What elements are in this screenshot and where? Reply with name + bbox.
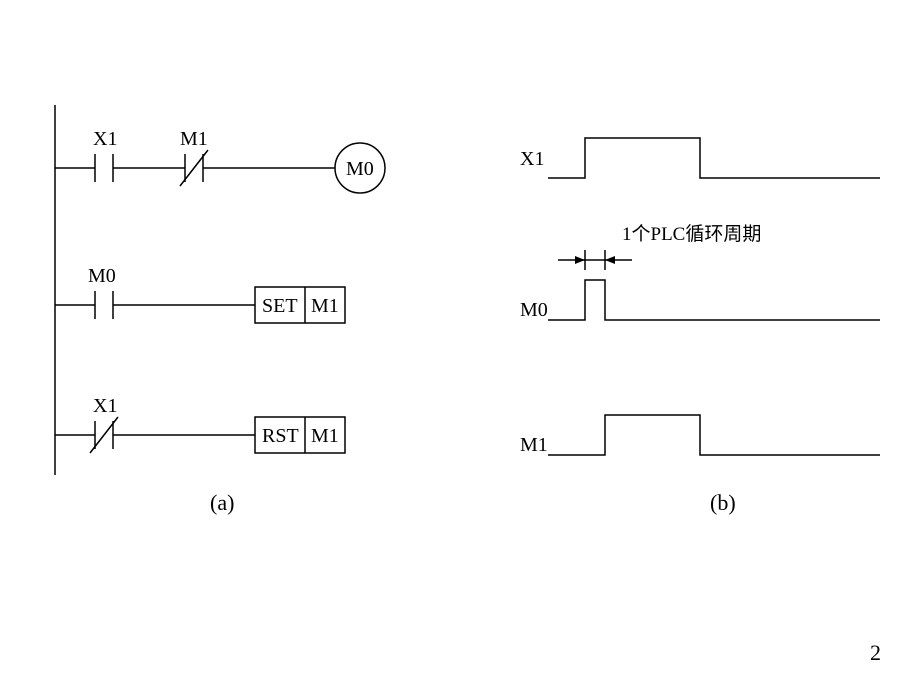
diagram-canvas: X1 M1 M0 M0 SET M1 <box>0 0 920 690</box>
rst-operand: M1 <box>311 425 339 447</box>
set-operand: M1 <box>311 295 339 317</box>
contact-label-x1-b: X1 <box>93 395 117 417</box>
timing-x1: X1 <box>520 138 880 178</box>
arrow-left-icon <box>605 256 615 264</box>
contact-label-m0: M0 <box>88 265 116 287</box>
contact-label-m1: M1 <box>180 128 208 150</box>
rung-3: X1 RST M1 <box>55 395 345 453</box>
set-label: SET <box>262 295 298 317</box>
rung-2: M0 SET M1 <box>55 265 345 323</box>
annotation-text: 1个PLC循环周期 <box>622 223 761 245</box>
timing-label-m1: M1 <box>520 434 548 456</box>
timing-annotation: 1个PLC循环周期 <box>558 223 761 270</box>
arrow-right-icon <box>575 256 585 264</box>
caption-a: (a) <box>210 490 234 515</box>
rst-label: RST <box>262 425 299 447</box>
timing-label-m0: M0 <box>520 299 548 321</box>
timing-label-x1: X1 <box>520 148 544 170</box>
timing-m1: M1 <box>520 415 880 456</box>
timing-m0: M0 <box>520 280 880 321</box>
coil-label-m0: M0 <box>346 158 374 180</box>
ladder-diagram: X1 M1 M0 M0 SET M1 <box>55 105 385 515</box>
timing-diagram: X1 1个PLC循环周期 M0 M1 (b) <box>520 138 880 515</box>
page-number: 2 <box>870 640 881 665</box>
rung-1: X1 M1 M0 <box>55 128 385 193</box>
caption-b: (b) <box>710 490 736 515</box>
contact-label-x1: X1 <box>93 128 117 150</box>
